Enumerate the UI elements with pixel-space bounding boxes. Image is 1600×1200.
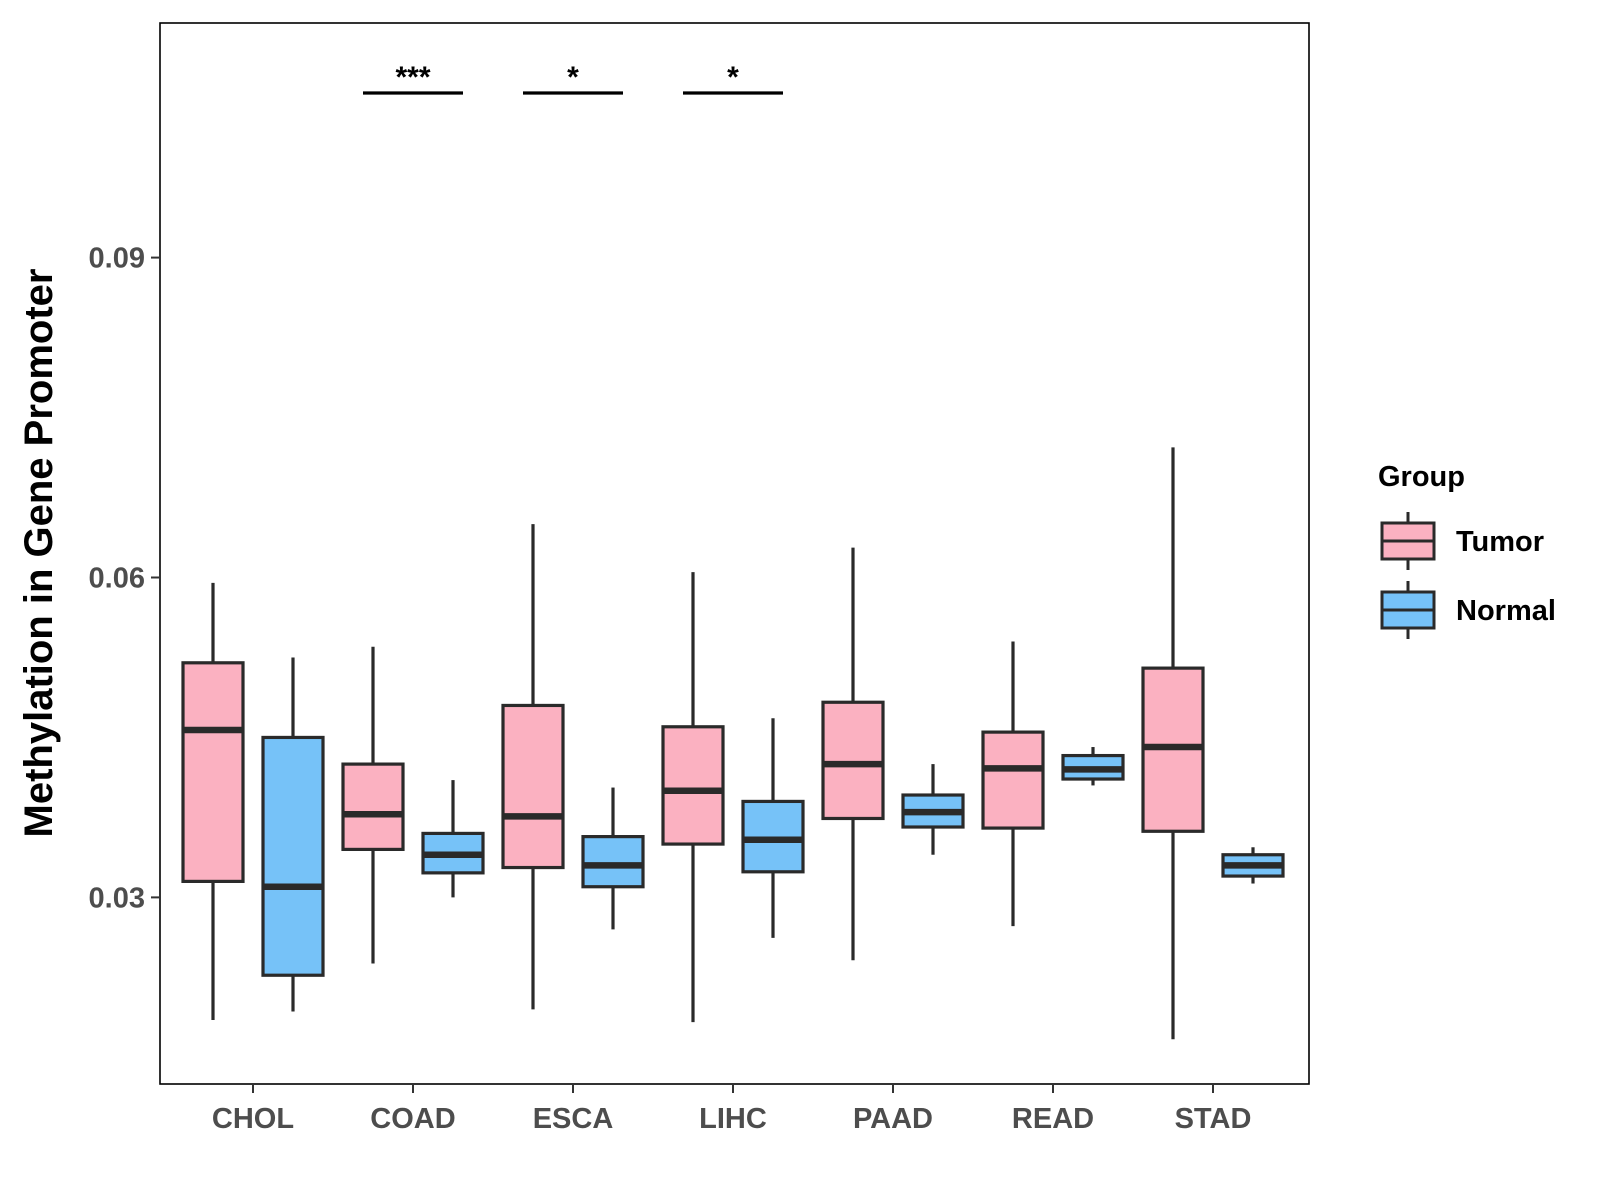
box-normal-coad [421,780,485,898]
box-tumor-esca [501,524,565,1010]
y-axis: 0.03 0.06 0.09 [89,243,160,914]
x-tick-label: ESCA [533,1103,614,1135]
box-body [181,661,245,883]
significance-label: * [567,61,579,94]
y-tick-label: 0.06 [89,562,145,594]
x-tick-label: STAD [1175,1103,1252,1135]
box-tumor-chol [181,582,245,1021]
box-body [821,700,885,821]
x-tick-label: COAD [370,1103,455,1135]
box-tumor-stad [1141,447,1205,1040]
box-body [661,725,725,846]
y-tick-label: 0.03 [89,882,145,914]
y-axis-title: Methylation in Gene Promoter [17,269,61,838]
legend-label: Normal [1456,595,1556,627]
x-axis: CHOL COAD ESCA LIHC PAAD READ STAD [212,1084,1251,1135]
box-normal-paad [901,764,965,855]
box-body [341,762,405,852]
significance-label: *** [395,61,430,94]
legend-item-tumor: Tumor [1380,512,1544,570]
x-tick-label: CHOL [212,1103,294,1135]
box-tumor-read [981,641,1045,927]
box-normal-lihc [741,718,805,938]
x-tick-label: READ [1012,1103,1094,1135]
legend: Group Tumor Normal [1378,461,1556,639]
significance-annotations: *** * * [363,61,783,95]
box-series [181,447,1285,1040]
legend-title: Group [1378,461,1465,493]
x-tick-label: LIHC [699,1103,767,1135]
x-tick-label: PAAD [853,1103,933,1135]
box-tumor-paad [821,547,885,961]
box-body [261,735,325,977]
plot-panel [159,22,1310,1085]
box-tumor-coad [341,646,405,964]
box-normal-chol [261,657,325,1012]
legend-entries: Tumor Normal [1380,512,1556,639]
significance-label: * [727,61,739,94]
legend-label: Tumor [1456,526,1544,558]
box-tumor-lihc [661,572,725,1023]
legend-item-normal: Normal [1380,581,1556,639]
box-body [501,703,565,870]
box-normal-stad [1221,847,1285,884]
y-tick-label: 0.09 [89,243,145,275]
box-body [581,835,645,889]
box-body [981,730,1045,830]
box-normal-esca [581,787,645,930]
box-normal-read [1061,747,1125,786]
